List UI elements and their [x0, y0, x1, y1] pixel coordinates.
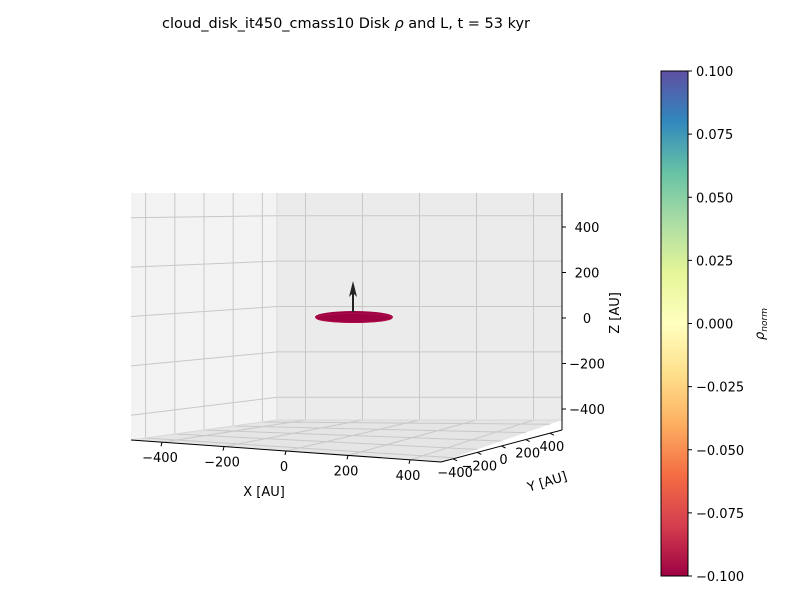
y-tick-label: −200 — [461, 459, 497, 474]
x-tick-label: 0 — [280, 460, 288, 475]
disk-edge — [315, 313, 393, 323]
colorbar-tick-label: 0.000 — [696, 318, 733, 333]
x-ticks: −400 −200 0 200 400 — [142, 442, 420, 484]
colorbar-label: ρnorm — [753, 308, 770, 340]
colorbar-tick-label: 0.075 — [696, 128, 733, 143]
y-tick — [549, 432, 555, 436]
x-tick-label: −400 — [142, 451, 178, 466]
x-tick-label: 200 — [334, 464, 359, 479]
colorbar-tick-label: 0.025 — [696, 254, 733, 269]
x-tick-label: 400 — [396, 469, 421, 484]
axes-3d[interactable]: −400 −200 0 200 400 −400−200 0 200 400 −400−200… — [130, 193, 623, 500]
y-tick-label: 200 — [515, 447, 540, 462]
y-ticks: −400−200 0 200 400 — [437, 432, 564, 481]
z-tick-label: −200 — [569, 358, 605, 373]
colorbar-tick-label: −0.075 — [696, 507, 744, 522]
x-tick — [408, 459, 411, 464]
y-tick — [501, 445, 506, 449]
y-tick-label: 0 — [499, 453, 507, 468]
x-tick-label: −200 — [204, 456, 240, 471]
pane-edges — [130, 193, 562, 441]
y-tick — [477, 451, 482, 455]
colorbar-tick-label: −0.100 — [696, 570, 744, 585]
colorbar-gradient — [660, 70, 689, 577]
y-tick-label: −400 — [437, 466, 473, 481]
colorbar-tick-label: 0.050 — [696, 191, 733, 206]
x-tick — [346, 455, 349, 460]
colorbar-tick-label: −0.050 — [696, 444, 744, 459]
angular-momentum-arrow — [349, 281, 357, 312]
colorbar-ticks: 0.100 0.075 0.050 0.025 0.000 −0.025 −0.050 −0.… — [688, 65, 744, 585]
x-tick — [222, 446, 225, 451]
z-ticks: −400 −200 0 200 400 — [562, 221, 605, 418]
y-axis-label: Y [AU] — [525, 469, 569, 496]
colorbar-tick-label: 0.100 — [696, 65, 733, 80]
gridlines — [130, 193, 562, 461]
z-tick-label: −400 — [569, 403, 605, 418]
x-tick — [160, 442, 163, 447]
x-tick — [284, 450, 287, 456]
z-tick-label: 200 — [575, 267, 600, 282]
y-tick — [452, 458, 458, 462]
x-axis-label: X [AU] — [243, 485, 285, 500]
y-tick-label: 400 — [539, 440, 564, 455]
chart-title: cloud_disk_it450_cmass10 Disk ρ and L, t… — [162, 16, 530, 32]
colorbar-tick-label: −0.025 — [696, 381, 744, 396]
z-tick-label: 0 — [583, 312, 591, 327]
colorbar: 0.100 0.075 0.050 0.025 0.000 −0.025 −0.050 −0.… — [660, 65, 770, 585]
y-tick — [525, 439, 530, 443]
z-tick-label: 400 — [575, 221, 600, 236]
z-axis-label: Z [AU] — [608, 292, 623, 334]
